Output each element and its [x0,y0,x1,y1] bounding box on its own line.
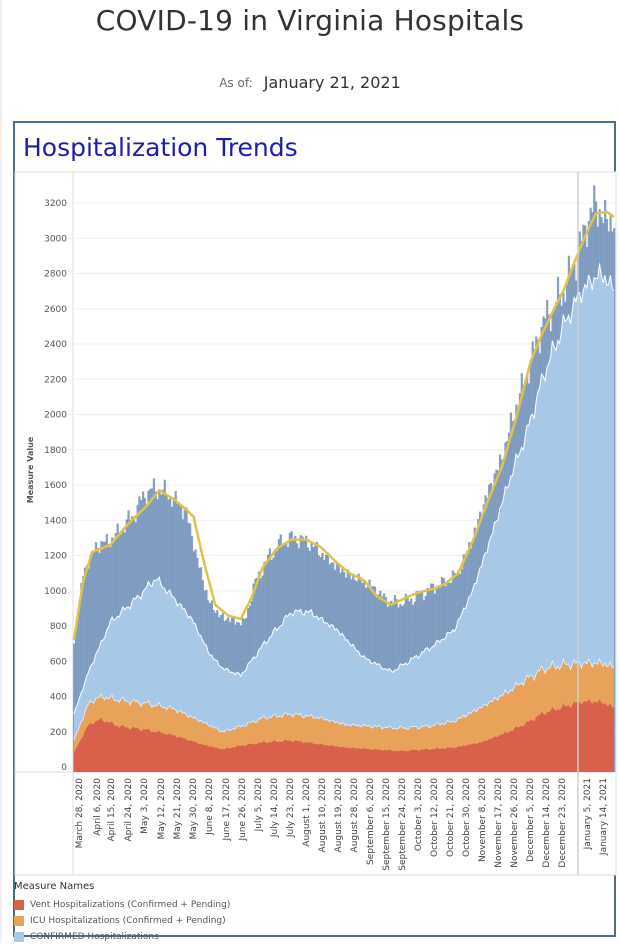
x-tick-label: July 23, 2020 [286,778,296,838]
as-of-date: January 21, 2021 [263,73,401,92]
x-tick-label: October 21, 2020 [446,778,456,857]
vent-area [74,699,614,772]
y-tick-label: 800 [50,622,67,632]
y-tick-label: 1200 [44,552,67,562]
total-bar [80,583,83,772]
x-tick-label: November 8, 2020 [478,778,488,862]
y-tick-label: 2400 [44,340,67,350]
x-tick-label: June 8, 2020 [205,778,215,836]
total-bar [613,228,616,772]
total-bar [82,576,85,772]
y-tick-label: 2600 [44,305,67,315]
total-bar [83,567,87,772]
total-bar [78,600,81,772]
x-tick-label: May 30, 2020 [189,778,199,840]
x-tick-label: December 14, 2020 [542,778,552,868]
x-tick-label: May 21, 2020 [173,778,183,840]
seven-day-average-line [72,210,615,641]
total-bar [76,619,79,772]
total-bar [73,643,76,772]
legend-label-icu: ICU Hospitalizations (Confirmed + Pendin… [30,916,226,926]
as-of-label: As of: [219,75,253,90]
x-tick-label: September 6, 2020 [366,778,376,865]
icu-edge [73,657,615,741]
x-tick-label: October 12, 2020 [430,778,440,857]
y-tick-label: 400 [50,693,67,703]
total-bar [89,555,92,772]
x-tick-label: March 28, 2020 [75,778,85,849]
x-tick-label: August 1, 2020 [302,778,312,847]
y-tick-label: 600 [50,657,67,667]
legend-swatch-icu [14,916,24,926]
y-tick-label: 2200 [44,375,67,385]
x-tick-label: January 14, 2021 [599,778,609,856]
x-tick-label: November 17, 2020 [494,778,504,868]
hospitalization-chart: 0 200 400 600 800 1000 1200 1400 1600 1800 2000 220… [14,171,617,876]
left-divider [0,0,2,943]
x-tick-label: October 3, 2020 [414,778,424,852]
y-tick-label: 2000 [44,411,67,421]
x-tick-label: September 24, 2020 [398,778,408,871]
y-tick-label: 1600 [44,481,67,491]
x-tick-label: November 26, 2020 [510,778,520,868]
x-tick-label: May 3, 2020 [140,778,150,834]
legend-title: Measure Names [14,881,95,892]
x-tick-label: October 30, 2020 [462,778,472,857]
legend-swatch-confirmed [14,932,24,942]
y-tick-label: 3000 [44,234,67,244]
y-tick-label: 1400 [44,516,67,526]
legend: Measure Names Vent Hospitalizations (Con… [14,881,230,945]
legend-item-vent: Vent Hospitalizations (Confirmed + Pendi… [14,897,230,913]
x-tick-label: December 23, 2020 [558,778,568,868]
y-tick-label: 2800 [44,270,67,280]
x-tick-label: May 12, 2020 [157,778,167,840]
x-tick-label: August 28, 2020 [350,778,360,853]
y-tick-label: 0 [61,763,67,773]
as-of-line: As of: January 21, 2021 [0,72,620,92]
total-bar [74,627,78,772]
x-tick-label: April 6, 2020 [93,778,103,836]
y-axis-title: Measure Value [26,436,35,503]
legend-item-confirmed: CONFIRMED Hospitalizations [14,929,230,945]
x-tick-label: September 15, 2020 [382,778,392,871]
total-bar [91,550,94,772]
legend-label-confirmed: CONFIRMED Hospitalizations [30,932,159,942]
legend-label-vent: Vent Hospitalizations (Confirmed + Pendi… [30,900,231,910]
legend-swatch-vent [14,900,24,910]
x-tick-label: July 14, 2020 [270,778,280,838]
x-tick-label: April 24, 2020 [124,778,134,842]
x-tick-label: July 5, 2020 [254,778,264,833]
legend-item-icu: ICU Hospitalizations (Confirmed + Pendin… [14,913,230,929]
x-tick-label: August 10, 2020 [318,778,328,853]
y-tick-label: 200 [50,728,67,738]
x-tick-label: August 19, 2020 [334,778,344,853]
total-bar [85,565,88,772]
x-tick-label: June 26, 2020 [238,778,248,842]
panel-title: Hospitalization Trends [23,133,298,162]
x-tick-label: January 5, 2021 [583,778,593,850]
confirmed-area [74,263,614,772]
x-tick-label: April 15, 2020 [107,778,117,842]
y-tick-label: 3200 [44,199,67,209]
x-tick-label: June 17, 2020 [222,778,232,842]
page-title: COVID-19 in Virginia Hospitals [95,4,525,37]
y-tick-label: 1800 [44,446,67,456]
x-tick-label: December 5, 2020 [526,778,536,862]
confirmed-edge [73,263,615,715]
y-tick-label: 1000 [44,587,67,597]
